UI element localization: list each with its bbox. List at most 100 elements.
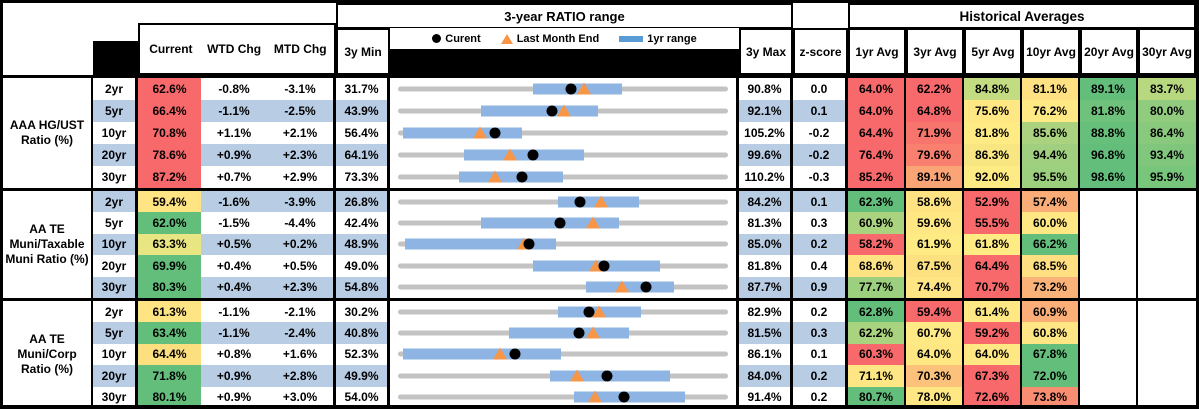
three-year-max-cell: 81.8% [739,255,793,277]
tenor-label: 30yr [93,276,138,298]
range-plot [398,344,728,365]
avg-cell: 73.8% [1022,386,1080,405]
avg-cell: 61.4% [964,301,1022,323]
z-score-cell: 0.2 [793,386,848,405]
last-month-end-triangle [615,280,630,293]
avg-cell-blank [1080,233,1138,256]
three-year-max-cell: 87.7% [739,276,793,298]
wtd-chg-cell: -1.1% [201,100,267,122]
tenor-label: 10yr [93,122,138,144]
mtd-chg-cell: +2.1% [267,122,336,144]
mtd-chg-cell: -2.1% [267,301,336,323]
avg-cell: 96.8% [1080,144,1138,166]
avg-cell: 60.7% [906,322,964,344]
z-score-cell: 0.4 [793,255,848,277]
three-year-min-cell: 56.4% [336,122,390,144]
last-month-end-triangle [502,148,517,161]
wtd-chg-cell: -0.8% [201,78,267,100]
current-dot [574,196,586,208]
tenor-label: 30yr [93,166,138,188]
three-year-max-cell: 105.2% [739,122,793,144]
three-year-min-cell: 43.9% [336,100,390,122]
avg-cell: 62.3% [848,191,906,213]
three-year-max-cell: 81.3% [739,212,793,234]
avg-cell: 71.9% [906,122,964,144]
avg-cell-blank [1080,255,1138,277]
avg-cell: 62.8% [848,301,906,323]
z-score-cell: 0.9 [793,276,848,298]
group-label: AA TE Muni/Corp Ratio (%) [3,301,93,405]
current-dot [565,83,577,95]
z-score-cell: -0.2 [793,144,848,166]
avg-cell-blank [1138,343,1196,366]
last-month-end-triangle [592,305,607,318]
avg-cell-blank [1138,322,1196,344]
avg-cell: 85.2% [848,166,906,188]
current-dot [516,171,528,183]
range-chart-cell [390,386,739,405]
current-dot [583,306,595,318]
col-header-30yr-avg: 30yr Avg [1138,28,1196,75]
current-cell: 66.4% [138,100,201,122]
avg-cell: 86.4% [1138,122,1196,144]
avg-cell: 68.6% [848,255,906,277]
avg-cell-blank [1138,276,1196,298]
tenor-label: 2yr [93,191,138,213]
last-month-end-triangle [586,216,601,229]
range-chart-cell [390,191,739,213]
avg-cell: 88.8% [1080,122,1138,144]
avg-cell-blank [1138,191,1196,213]
z-score-cell: 0.2 [793,365,848,387]
avg-cell-blank [1138,255,1196,277]
avg-cell: 60.0% [1022,212,1080,234]
ratio-group-section: AA TE Muni/Corp Ratio (%) 2yr 61.3% -1.1% -2… [3,298,1196,405]
avg-cell: 67.8% [1022,343,1080,366]
three-year-range-track [398,241,728,247]
avg-cell-blank [1080,301,1138,323]
range-chart-cell [390,322,739,344]
avg-cell-blank [1080,343,1138,366]
wtd-chg-cell: -1.1% [201,322,267,344]
z-score-cell: 0.0 [793,78,848,100]
wtd-chg-cell: +0.5% [201,233,267,256]
one-year-range-bar [586,281,674,293]
avg-cell-blank [1080,386,1138,405]
avg-cell: 84.8% [964,78,1022,100]
current-cell: 71.8% [138,365,201,387]
tenor-label: 30yr [93,386,138,405]
current-dot [546,105,558,117]
current-dot [573,327,584,339]
avg-cell: 86.3% [964,144,1022,166]
avg-cell: 75.6% [964,100,1022,122]
mtd-chg-cell: +2.9% [267,166,336,188]
avg-cell: 64.0% [848,100,906,122]
z-score-cell: -0.2 [793,122,848,144]
current-cell: 59.4% [138,191,201,213]
three-year-min-cell: 54.8% [336,276,390,298]
wtd-chg-cell: +0.9% [201,144,267,166]
range-plot [398,191,728,212]
avg-cell-blank [1138,386,1196,405]
range-plot [398,277,728,298]
range-chart-cell [390,144,739,166]
z-score-cell: 0.1 [793,100,848,122]
mtd-chg-cell: -2.4% [267,322,336,344]
mtd-chg-cell: -2.5% [267,100,336,122]
range-plot [398,322,728,343]
wtd-chg-cell: +0.9% [201,386,267,405]
avg-cell: 89.1% [906,166,964,188]
last-month-end-triangle-icon [500,33,513,44]
current-dot [554,217,566,229]
col-header-5yr-avg: 5yr Avg [964,28,1022,75]
three-year-min-cell: 31.7% [336,78,390,100]
mtd-chg-cell: +2.3% [267,144,336,166]
current-dot [618,391,630,403]
z-score-cell: -0.3 [793,166,848,188]
one-year-range-bar [459,171,563,183]
avg-cell: 60.9% [1022,301,1080,323]
legend-current-label: Curent [445,32,481,45]
three-year-max-cell: 110.2% [739,166,793,188]
one-year-range-bar [464,149,585,161]
avg-cell: 85.6% [1022,122,1080,144]
avg-cell: 80.0% [1138,100,1196,122]
